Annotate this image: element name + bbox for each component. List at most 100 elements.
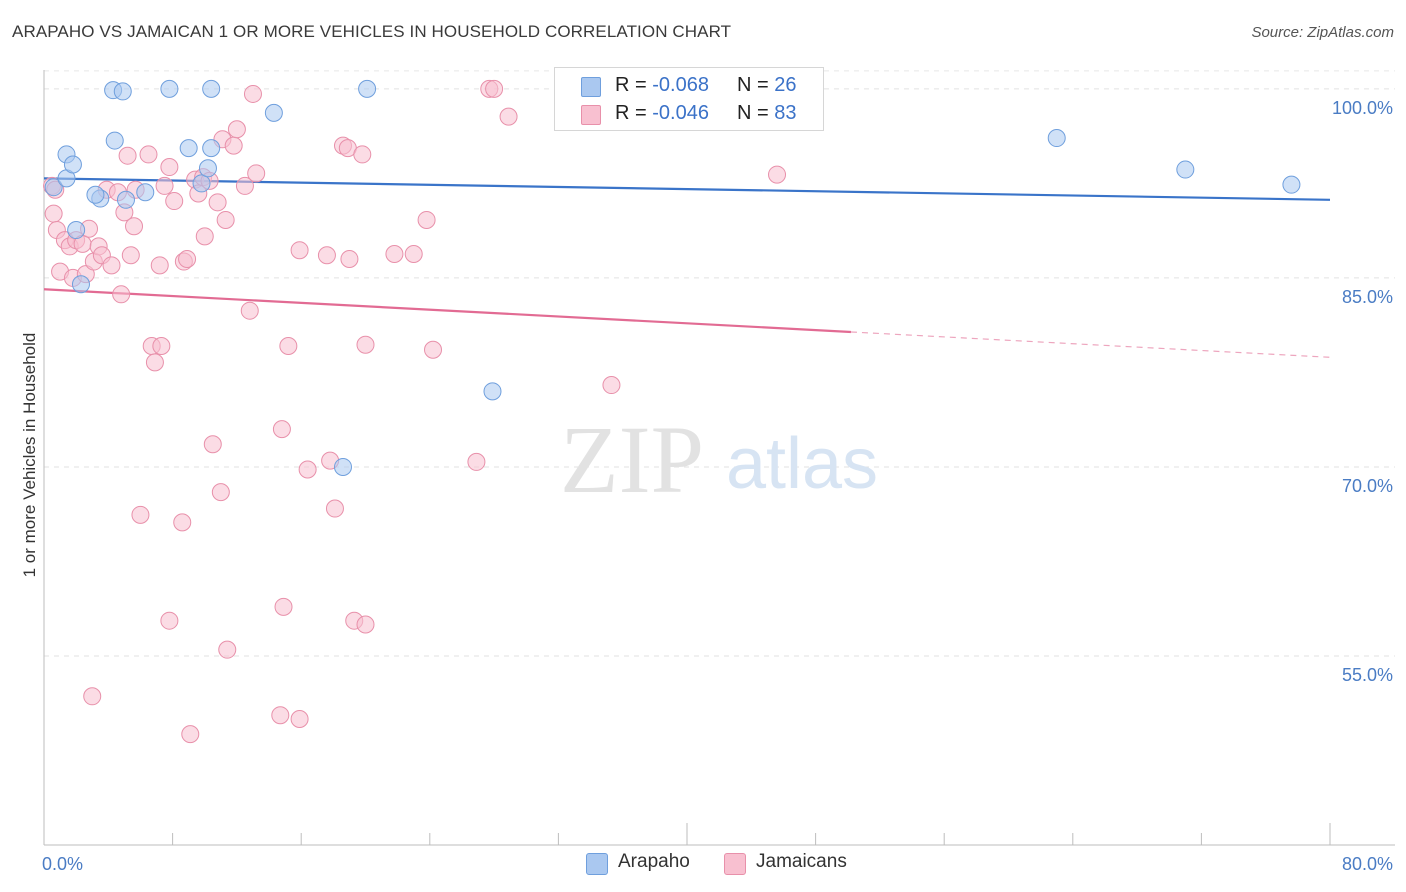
point-jamaicans (139, 145, 158, 164)
point-jamaicans (131, 505, 150, 524)
point-arapaho (179, 139, 198, 158)
y-tick-label: 55.0% (1342, 665, 1393, 685)
point-jamaicans (271, 706, 290, 725)
point-arapaho (160, 79, 179, 98)
point-arapaho (71, 275, 90, 294)
point-jamaicans (417, 210, 436, 229)
point-arapaho (1282, 175, 1301, 194)
point-arapaho (358, 79, 377, 98)
legend-box: R = -0.068 N = 26 R = -0.046 N = 83 (554, 67, 824, 131)
point-jamaicans (274, 597, 293, 616)
point-jamaicans (155, 176, 174, 195)
point-jamaicans (247, 164, 266, 183)
point-jamaicans (216, 210, 235, 229)
point-jamaicans (218, 640, 237, 659)
point-jamaicans (195, 227, 214, 246)
point-arapaho (202, 139, 221, 158)
point-jamaicans (499, 107, 518, 126)
bottom-legend-swatch-arapaho (586, 853, 608, 875)
point-arapaho (116, 190, 135, 209)
point-jamaicans (112, 285, 131, 304)
point-jamaicans (83, 687, 102, 706)
trend-line-jamaicans (43, 288, 852, 334)
point-jamaicans (340, 250, 359, 269)
point-jamaicans (485, 79, 504, 98)
point-jamaicans (118, 146, 137, 165)
bottom-legend-label-arapaho: Arapaho (618, 851, 690, 872)
point-arapaho (264, 103, 283, 122)
point-jamaicans (224, 136, 243, 155)
chart-title: ARAPAHO VS JAMAICAN 1 OR MORE VEHICLES I… (12, 22, 732, 41)
legend-row-arapaho: R = -0.068 N = 26 (555, 72, 823, 100)
point-arapaho (1047, 129, 1066, 148)
y-tick-label: 85.0% (1342, 287, 1393, 307)
point-jamaicans (240, 301, 259, 320)
point-jamaicans (404, 244, 423, 263)
point-arapaho (202, 79, 221, 98)
point-arapaho (105, 131, 124, 150)
point-jamaicans (385, 244, 404, 263)
point-jamaicans (356, 335, 375, 354)
gridlines (44, 70, 1395, 657)
point-jamaicans (173, 513, 192, 532)
trend-lines (43, 177, 1331, 358)
watermark-atlas: atlas (726, 424, 878, 504)
point-jamaicans (279, 336, 298, 355)
point-jamaicans (208, 193, 227, 212)
bottom-legend-label-jamaicans: Jamaicans (756, 851, 847, 872)
point-jamaicans (125, 217, 144, 236)
x-tick-label-max: 80.0% (1342, 854, 1393, 874)
legend-n-jamaicans: N = 83 (737, 102, 797, 124)
point-jamaicans (424, 340, 443, 359)
point-jamaicans (325, 499, 344, 518)
bottom-legend-swatch-jamaicans (724, 853, 746, 875)
trend-line-ext-jamaicans (850, 331, 1331, 358)
point-jamaicans (353, 145, 372, 164)
point-jamaicans (165, 192, 184, 211)
point-arapaho (113, 82, 132, 101)
point-jamaicans (203, 435, 222, 454)
point-arapaho (1176, 160, 1195, 179)
point-jamaicans (290, 241, 309, 260)
point-jamaicans (181, 725, 200, 744)
point-arapaho (333, 457, 352, 476)
point-jamaicans (602, 376, 621, 395)
tick-labels: 100.0% 85.0% 70.0% 55.0% 0.0% 80.0% (42, 98, 1393, 874)
point-arapaho (44, 178, 63, 197)
axes (43, 70, 1395, 846)
point-jamaicans (768, 165, 787, 184)
point-jamaicans (235, 176, 254, 195)
point-jamaicans (317, 246, 336, 265)
point-jamaicans (272, 420, 291, 439)
point-arapaho (192, 174, 211, 193)
point-jamaicans (298, 460, 317, 479)
watermark-zip: ZIP (560, 406, 704, 513)
point-jamaicans (145, 353, 164, 372)
point-jamaicans (160, 158, 179, 177)
legend-swatch-arapaho (581, 77, 601, 97)
point-jamaicans (102, 256, 121, 275)
point-arapaho (483, 382, 502, 401)
point-jamaicans (243, 84, 262, 103)
point-jamaicans (211, 483, 230, 502)
y-tick-label: 100.0% (1332, 98, 1393, 118)
watermark: ZIP atlas (560, 406, 878, 513)
legend-row-jamaicans: R = -0.046 N = 83 (555, 100, 823, 128)
point-jamaicans (467, 452, 486, 471)
legend-r-jamaicans: R = -0.046 (615, 102, 709, 124)
point-arapaho (67, 221, 86, 240)
point-jamaicans (152, 336, 171, 355)
legend-r-arapaho: R = -0.068 (615, 74, 709, 96)
point-jamaicans (121, 246, 140, 265)
point-arapaho (63, 155, 82, 174)
data-points (43, 79, 1301, 744)
point-jamaicans (290, 709, 309, 728)
legend-swatch-jamaicans (581, 105, 601, 125)
x-tick-label-min: 0.0% (42, 854, 83, 874)
point-arapaho (136, 183, 155, 202)
point-arapaho (86, 185, 105, 204)
point-jamaicans (150, 256, 169, 275)
legend-n-arapaho: N = 26 (737, 74, 797, 96)
point-jamaicans (160, 611, 179, 630)
